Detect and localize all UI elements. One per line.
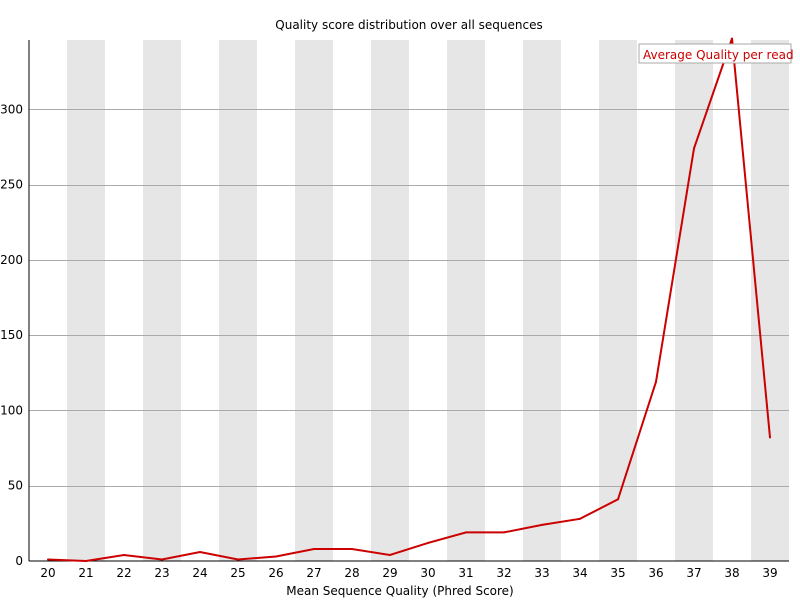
data-point-36 [655,380,657,383]
y-tick-100: 100 [0,403,23,417]
band-31 [447,40,485,561]
x-tick-labels: 20 21 22 23 24 25 26 27 28 29 30 31 32 33 34 35 36 37 38 39 [40,566,777,580]
data-point-21 [85,560,87,562]
data-point-38 [731,37,733,40]
x-tick-30: 30 [420,566,435,580]
y-tick-150: 150 [0,328,23,342]
data-point-27 [313,547,315,550]
data-point-30 [427,541,429,544]
axes [28,40,789,562]
data-point-34 [579,517,581,520]
data-point-22 [123,553,125,556]
x-tick-36: 36 [648,566,663,580]
x-tick-24: 24 [192,566,207,580]
y-tick-200: 200 [0,253,23,267]
x-tick-31: 31 [458,566,473,580]
x-tick-26: 26 [268,566,283,580]
data-point-28 [351,547,353,550]
data-point-39 [769,436,771,439]
x-tick-33: 33 [534,566,549,580]
x-tick-34: 34 [572,566,587,580]
x-tick-29: 29 [382,566,397,580]
x-tick-35: 35 [610,566,625,580]
band-25 [219,40,257,561]
data-point-26 [275,555,277,558]
y-tick-300: 300 [0,102,23,116]
data-point-37 [693,147,695,150]
data-point-23 [161,558,163,561]
x-tick-39: 39 [762,566,777,580]
legend: Average Quality per read [638,43,794,64]
data-point-31 [465,531,467,534]
series-lines [47,37,771,563]
y-tick-0: 0 [15,554,23,568]
x-tick-25: 25 [230,566,245,580]
data-point-20 [47,558,49,561]
legend-entry-average-quality: Average Quality per read [643,48,794,62]
data-point-29 [389,553,391,556]
data-point-35 [617,498,619,501]
x-tick-38: 38 [724,566,739,580]
band-27 [295,40,333,561]
chart-title: Quality score distribution over all sequ… [275,18,542,32]
x-tick-22: 22 [116,566,131,580]
y-tick-250: 250 [0,178,23,192]
x-tick-20: 20 [40,566,55,580]
legend-box [638,43,792,64]
x-axis-label: Mean Sequence Quality (Phred Score) [286,584,514,598]
data-point-32 [503,531,505,534]
data-point-33 [541,523,543,526]
band-23 [143,40,181,561]
horizontal-gridlines [29,109,789,487]
x-tick-32: 32 [496,566,511,580]
band-33 [523,40,561,561]
x-tick-28: 28 [344,566,359,580]
band-29 [371,40,409,561]
series-line-0 [47,38,771,563]
band-35 [599,40,637,561]
x-tick-37: 37 [686,566,701,580]
x-tick-23: 23 [154,566,169,580]
data-point-24 [199,550,201,553]
band-37 [675,40,713,561]
x-tick-27: 27 [306,566,321,580]
data-point-25 [237,558,239,561]
alternating-bands [67,40,789,561]
y-tick-labels: 0 50 100 150 200 250 300 [0,102,23,568]
y-tick-50: 50 [8,479,23,493]
x-tick-21: 21 [78,566,93,580]
band-21 [67,40,105,561]
